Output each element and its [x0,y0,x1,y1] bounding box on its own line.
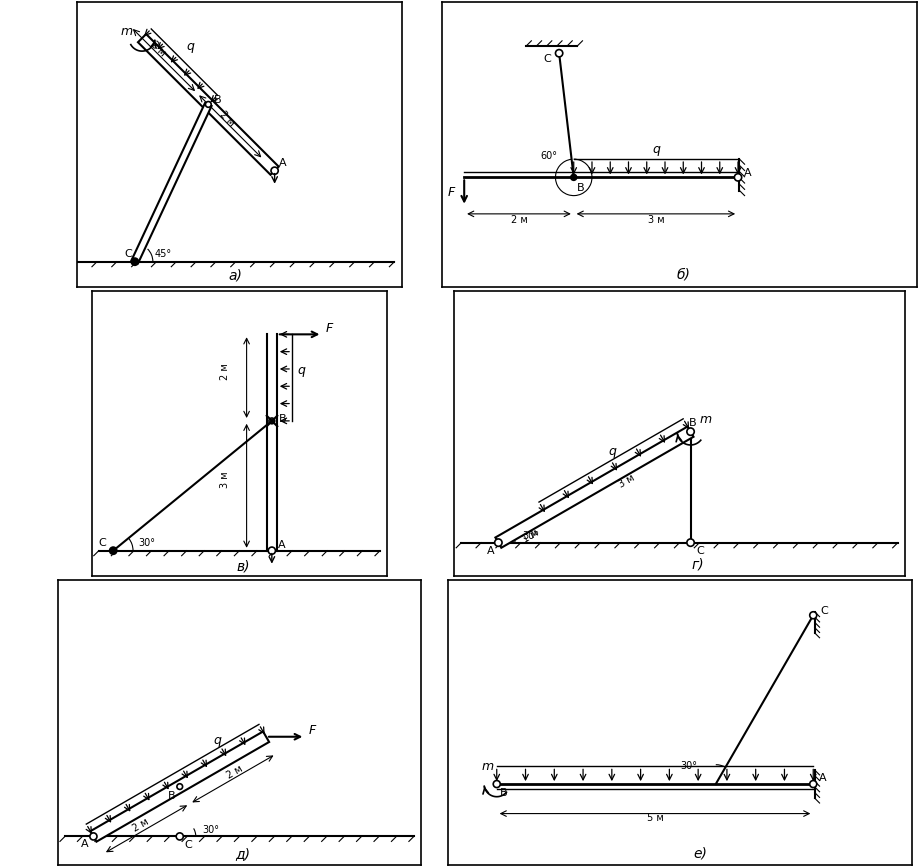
Text: m: m [120,24,132,37]
Text: A: A [279,159,287,168]
Text: B: B [168,791,176,801]
Circle shape [206,101,211,108]
Circle shape [109,547,117,554]
Text: F: F [309,724,316,737]
Polygon shape [131,103,211,264]
Circle shape [269,418,275,424]
Text: 30°: 30° [202,825,220,835]
Text: 2 м: 2 м [217,109,236,128]
Text: q: q [297,364,305,377]
Polygon shape [495,427,694,548]
Text: C: C [98,538,107,548]
Text: г): г) [692,557,705,571]
Circle shape [268,547,276,554]
Circle shape [555,49,562,57]
Circle shape [131,258,139,265]
Text: C: C [185,840,192,850]
Text: 30°: 30° [139,538,155,548]
Text: 2 м: 2 м [131,818,151,834]
Text: B: B [576,182,584,192]
Text: A: A [278,540,285,550]
Text: а): а) [229,269,243,283]
Text: C: C [543,54,550,64]
Text: B: B [214,95,221,105]
Circle shape [176,833,183,840]
Circle shape [686,428,694,435]
Text: q: q [187,41,194,54]
Circle shape [734,173,742,181]
Text: 30°: 30° [681,760,698,771]
Text: 3 м: 3 м [617,473,636,489]
Text: в): в) [236,560,250,574]
Circle shape [494,539,502,546]
Circle shape [810,780,817,787]
Text: C: C [821,606,828,616]
Text: C: C [124,250,131,259]
Circle shape [271,167,278,174]
Text: 2 м: 2 м [511,215,528,225]
Text: 30°: 30° [522,531,539,541]
Text: е): е) [694,846,708,860]
Text: 2 м: 2 м [149,40,167,58]
Circle shape [176,784,183,790]
Text: m: m [482,760,494,773]
Circle shape [494,780,500,787]
Text: 2 м: 2 м [220,363,230,380]
Text: q: q [213,734,221,747]
Text: F: F [448,186,456,199]
Polygon shape [90,732,269,842]
Text: B: B [500,788,508,798]
Text: 1 м: 1 м [521,528,540,544]
Text: A: A [81,839,88,849]
Circle shape [90,833,97,840]
Text: A: A [819,772,826,783]
Text: B: B [279,414,287,424]
Text: C: C [697,546,704,557]
Text: q: q [652,143,660,156]
Text: д): д) [235,847,251,861]
Text: 3 м: 3 м [220,471,230,488]
Text: m: m [699,413,711,426]
Text: 45°: 45° [155,250,172,259]
Circle shape [571,174,576,180]
Text: A: A [743,168,752,178]
Text: B: B [689,419,697,428]
Polygon shape [138,34,278,175]
Text: 5 м: 5 м [647,812,664,823]
Text: 60°: 60° [541,151,558,161]
Text: 3 м: 3 м [648,215,664,225]
Text: б): б) [676,267,690,281]
Text: A: A [487,546,494,557]
Text: F: F [326,323,334,336]
Circle shape [686,539,694,546]
Text: q: q [608,446,616,459]
Circle shape [810,612,817,619]
Text: 2 м: 2 м [224,764,244,781]
